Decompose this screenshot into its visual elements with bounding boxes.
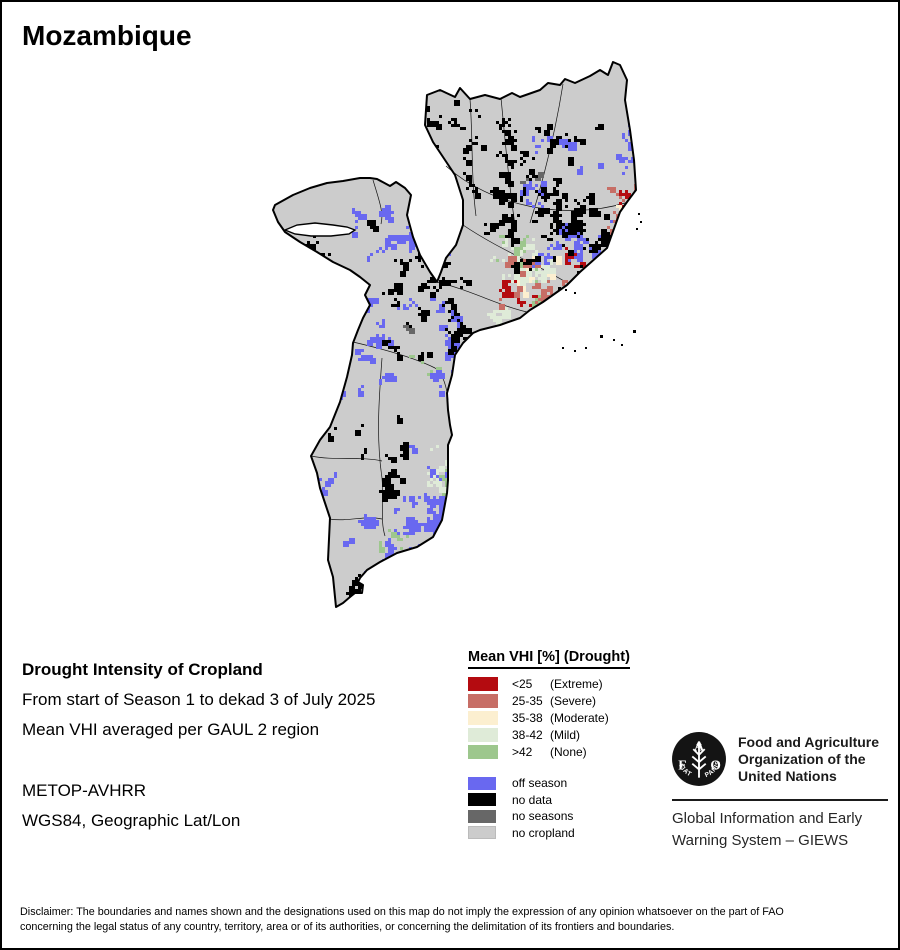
legend-swatch-severe (468, 693, 498, 708)
legend-label: (Moderate) (550, 710, 609, 725)
legend-value: 35-38 (512, 710, 543, 725)
page-title: Mozambique (22, 20, 192, 51)
map-subtitle: Drought Intensity of Cropland (22, 660, 263, 679)
legend-label: off season (512, 776, 568, 791)
fao-org-line: United Nations (738, 768, 837, 784)
legend-swatch-moderate (468, 710, 498, 725)
legend-label: no cropland (512, 825, 575, 840)
map-description: Drought Intensity of Cropland From start… (22, 655, 375, 745)
legend-swatch-extreme (468, 676, 498, 691)
legend-row-no-cropland: no cropland (468, 825, 668, 842)
fao-org-name: Food and Agriculture Organization of the… (738, 734, 879, 785)
giews-name: Global Information and Early Warning Sys… (672, 808, 862, 852)
legend-value: >42 (512, 744, 533, 759)
drought-map (265, 58, 665, 618)
disclaimer-line: Disclaimer: The boundaries and names sho… (20, 906, 784, 918)
projection-label: WGS84, Geographic Lat/Lon (22, 811, 241, 830)
legend-row-off-season: off season (468, 775, 668, 792)
legend-label: (Extreme) (550, 676, 603, 691)
legend-label: (None) (550, 744, 587, 759)
legend-label: (Mild) (550, 727, 580, 742)
disclaimer: Disclaimer: The boundaries and names sho… (20, 905, 880, 935)
fao-org-line: Food and Agriculture (738, 734, 880, 750)
legend-swatch-none (468, 744, 498, 759)
legend-row-mild: 38-42 (Mild) (468, 726, 668, 743)
sensor-label: METOP-AVHRR (22, 781, 147, 800)
mozambique-map-svg (272, 61, 642, 608)
legend-value: <25 (512, 676, 533, 691)
giews-line: Warning System – GIEWS (672, 832, 849, 849)
wheat-ear-icon (691, 746, 707, 778)
map-source: METOP-AVHRR WGS84, Geographic Lat/Lon (22, 776, 240, 836)
giews-line: Global Information and Early (672, 810, 863, 827)
legend-label: no seasons (512, 809, 574, 824)
country-outline (272, 61, 637, 608)
legend-row-extreme: <25 (Extreme) (468, 675, 668, 692)
fao-org-line: Organization of the (738, 751, 866, 767)
legend-row-no-data: no data (468, 792, 668, 809)
legend-swatch-mild (468, 727, 498, 742)
legend-row-no-seasons: no seasons (468, 808, 668, 825)
svg-text:O: O (710, 757, 720, 772)
legend-label: no data (512, 792, 553, 807)
legend-value: 25-35 (512, 693, 543, 708)
map-period: From start of Season 1 to dekad 3 of Jul… (22, 690, 376, 709)
legend-swatch-no-cropland (468, 826, 496, 840)
map-lake (283, 222, 357, 237)
legend-swatch-off-season (468, 776, 496, 790)
legend-label: (Severe) (550, 693, 597, 708)
legend-swatch-no-data (468, 793, 496, 807)
legend-title: Mean VHI [%] (Drought) (468, 649, 630, 669)
footer-divider (672, 799, 888, 801)
svg-text:F: F (678, 757, 686, 772)
legend: Mean VHI [%] (Drought) <25 (Extreme) 25-… (468, 648, 668, 841)
legend-row-moderate: 35-38 (Moderate) (468, 709, 668, 726)
legend-value: 38-42 (512, 727, 543, 742)
map-aggregation: Mean VHI averaged per GAUL 2 region (22, 720, 320, 739)
disclaimer-line: concerning the legal status of any count… (20, 921, 675, 933)
fao-logo-icon: A F O FIAT PANIS (672, 732, 726, 786)
legend-row-none: >42 (None) (468, 743, 668, 760)
offshore-islands (558, 213, 642, 352)
legend-swatch-no-seasons (468, 809, 496, 823)
legend-row-severe: 25-35 (Severe) (468, 692, 668, 709)
